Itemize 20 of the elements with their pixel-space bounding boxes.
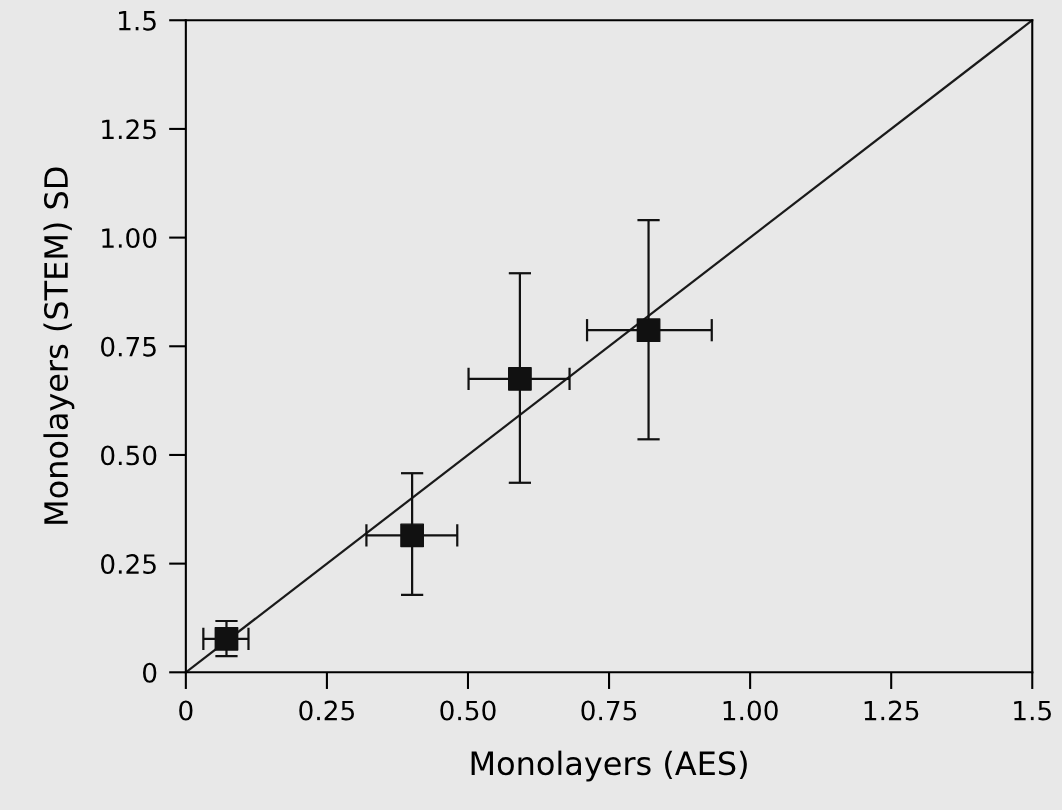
point — [214, 626, 239, 651]
point — [508, 366, 532, 391]
x-axis-title: Monolayers (AES) — [471, 750, 747, 782]
x-tick-label: 0.50 — [440, 700, 496, 721]
point — [400, 523, 425, 548]
x-tick-label: 1.25 — [864, 700, 919, 721]
x-tick-label: 1.5 — [1014, 700, 1051, 721]
y-tick-label: 1.25 — [102, 119, 156, 140]
x-tick-label: 1.00 — [723, 700, 778, 721]
y-axis-title: Monolayers (STEM) SD — [43, 167, 75, 524]
y-tick-label: 0.50 — [101, 445, 157, 466]
y-tick-label: 0.25 — [101, 554, 156, 575]
y-tick-label: 1.00 — [102, 228, 157, 248]
y-tick-label: 1.5 — [119, 11, 156, 31]
x-tick-label: 0.25 — [299, 700, 354, 721]
point — [636, 318, 661, 343]
y-tick-label: 0 — [143, 662, 157, 683]
x-tick-label: 0 — [179, 700, 193, 721]
y-tick-label: 0.75 — [101, 336, 156, 357]
x-tick-label: 0.75 — [581, 700, 637, 721]
